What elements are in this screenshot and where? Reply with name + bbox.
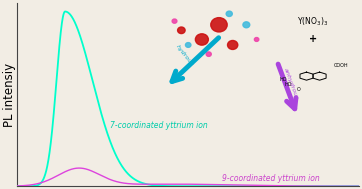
Text: hydrous: hydrous [175, 44, 195, 67]
Ellipse shape [211, 18, 227, 32]
Text: 9-coordinated yttrium ion: 9-coordinated yttrium ion [222, 174, 320, 183]
Text: O: O [297, 87, 300, 92]
Ellipse shape [178, 27, 185, 34]
Text: COOH: COOH [333, 63, 348, 68]
Ellipse shape [206, 52, 211, 56]
Ellipse shape [195, 34, 209, 45]
Text: +: + [309, 34, 317, 44]
Text: Y(NO$_3$)$_3$: Y(NO$_3$)$_3$ [298, 16, 329, 28]
Y-axis label: PL intensiy: PL intensiy [3, 62, 16, 127]
Ellipse shape [243, 22, 250, 28]
Text: HO: HO [280, 77, 287, 82]
Ellipse shape [185, 43, 191, 47]
Ellipse shape [254, 38, 259, 41]
Ellipse shape [228, 40, 238, 50]
Text: 7-coordinated yttrium ion: 7-coordinated yttrium ion [110, 121, 207, 130]
Ellipse shape [172, 19, 177, 23]
Text: HO: HO [284, 82, 292, 87]
Ellipse shape [226, 11, 232, 16]
Text: anhydrous: anhydrous [283, 67, 299, 100]
